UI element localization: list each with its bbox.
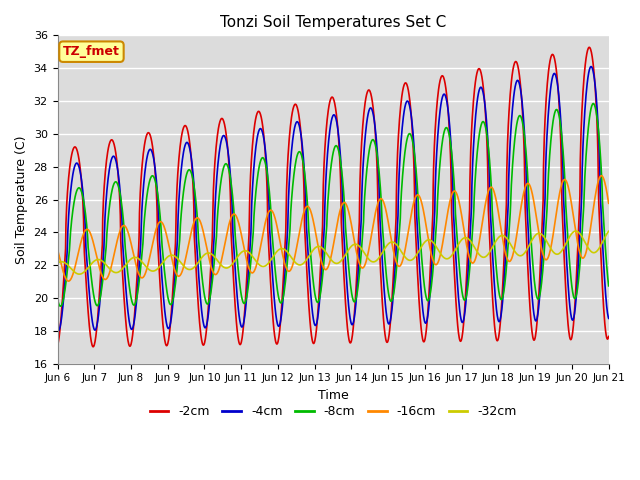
Text: TZ_fmet: TZ_fmet (63, 45, 120, 58)
Legend: -2cm, -4cm, -8cm, -16cm, -32cm: -2cm, -4cm, -8cm, -16cm, -32cm (145, 400, 522, 423)
Title: Tonzi Soil Temperatures Set C: Tonzi Soil Temperatures Set C (220, 15, 446, 30)
X-axis label: Time: Time (317, 389, 348, 402)
Y-axis label: Soil Temperature (C): Soil Temperature (C) (15, 135, 28, 264)
